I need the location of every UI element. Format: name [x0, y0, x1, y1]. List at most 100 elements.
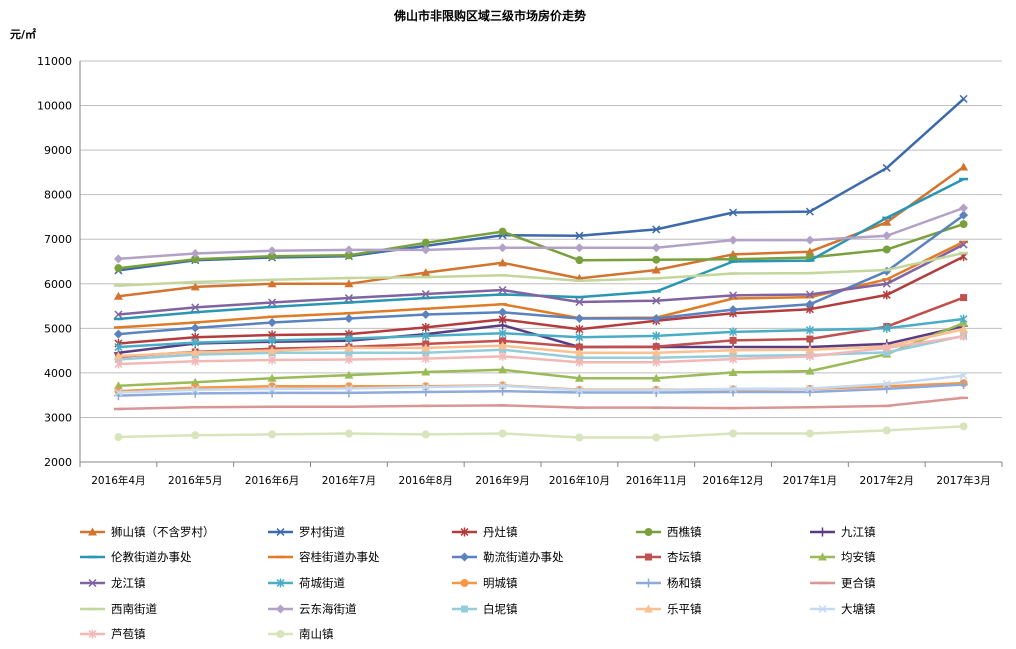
data-point-diamond: [113, 254, 123, 264]
data-point-plus: [882, 384, 892, 394]
data-point-diamond: [344, 245, 354, 255]
series-lines: [113, 94, 969, 442]
data-point-triangle: [728, 345, 738, 354]
legend-label: 大塘镇: [841, 602, 876, 616]
data-point-x: [114, 310, 123, 319]
series-line: [118, 243, 965, 316]
data-point-x: [959, 371, 968, 380]
data-point-plus: [498, 320, 508, 330]
series-line: [118, 206, 965, 261]
data-point-triangle: [498, 341, 508, 350]
data-point-x: [421, 289, 430, 299]
data-point-x: [344, 294, 353, 303]
y-tick-label: 5000: [44, 322, 72, 335]
legend-item: 狮山镇（不含罗村）: [80, 525, 215, 539]
data-point-x: [88, 578, 97, 588]
legend-item: 西樵镇: [636, 525, 702, 539]
data-point-x: [421, 383, 430, 392]
legend-item: 云东海街道: [268, 602, 357, 616]
data-point-square: [652, 343, 660, 351]
series-line: [118, 165, 965, 298]
series-line: [118, 240, 965, 329]
data-point-square: [499, 337, 507, 345]
legend-item: 乐平镇: [636, 602, 702, 616]
series-16: [113, 203, 969, 264]
data-point-x: [575, 386, 584, 395]
data-point-triangle: [88, 527, 97, 536]
legend-item: 杨和镇: [636, 576, 702, 590]
data-point-triangle: [574, 348, 584, 357]
data-point-triangle: [267, 346, 277, 355]
gridlines: [80, 60, 1002, 463]
data-point-circle: [575, 433, 584, 442]
legend-item: 龙江镇: [80, 576, 146, 590]
legend-item: 杏坛镇: [636, 550, 702, 564]
data-point-x: [268, 384, 277, 393]
legend-item: 勒流街道办事处: [452, 550, 564, 564]
data-point-diamond: [728, 305, 738, 315]
series-line: [118, 214, 965, 336]
data-point-x: [652, 296, 661, 305]
data-point-plus: [498, 386, 508, 396]
data-point-x: [575, 231, 584, 240]
data-point-square: [806, 335, 814, 343]
data-point-square: [729, 336, 737, 344]
data-point-star: [805, 351, 814, 361]
data-point-diamond: [498, 307, 508, 317]
y-tick-label: 2000: [44, 456, 72, 469]
data-point-diamond: [276, 604, 285, 614]
legend-item: 明城镇: [452, 576, 518, 590]
legend-label: 勒流街道办事处: [483, 550, 564, 564]
data-point-x: [268, 298, 277, 307]
data-point-star: [498, 351, 507, 361]
legend-item: 罗村街道: [268, 525, 345, 539]
data-point-circle: [344, 251, 353, 260]
data-point-diamond: [344, 314, 354, 324]
data-point-square: [960, 294, 968, 302]
data-point-x: [882, 163, 891, 172]
data-point-diamond: [113, 329, 123, 339]
data-point-circle: [652, 433, 661, 442]
data-point-triangle: [344, 343, 354, 352]
data-point-triangle: [344, 370, 354, 379]
data-point-plus: [959, 379, 969, 389]
chart-title: 佛山市非限购区域三级市场房价走势: [393, 8, 586, 23]
data-point-star: [344, 355, 353, 365]
data-point-x: [344, 384, 353, 393]
x-tick-label: 2016年7月: [322, 474, 376, 487]
data-point-x: [959, 94, 968, 103]
data-point-star: [460, 527, 469, 537]
y-tick-label: 11000: [37, 55, 72, 68]
series-line: [118, 321, 965, 388]
series-20: [114, 331, 968, 369]
legend-item: 西南街道: [80, 602, 157, 616]
legend-label: 杨和镇: [667, 576, 702, 590]
data-point-star: [268, 355, 277, 365]
data-point-diamond: [421, 310, 431, 320]
data-point-circle: [276, 630, 285, 638]
data-point-circle: [959, 422, 968, 431]
data-point-triangle: [805, 366, 815, 375]
data-point-triangle: [959, 162, 969, 171]
data-point-diamond: [574, 243, 584, 253]
data-point-diamond: [959, 210, 969, 220]
data-point-circle: [191, 431, 200, 440]
legend-item: 芦苞镇: [80, 627, 146, 641]
series-line: [118, 396, 964, 411]
legend-item: 白坭镇: [452, 602, 518, 616]
x-tick-label: 2017年2月: [860, 474, 914, 487]
data-point-diamond: [460, 552, 469, 562]
data-point-triangle: [574, 373, 584, 382]
data-point-circle: [268, 252, 277, 261]
data-point-circle: [959, 220, 968, 229]
legend-item: 荷城街道: [268, 576, 345, 590]
x-tick-label: 2016年4月: [91, 474, 145, 487]
series-3: [114, 220, 968, 273]
data-point-star: [575, 357, 584, 367]
data-point-triangle: [651, 348, 661, 357]
legend-item: 南山镇: [268, 627, 334, 641]
data-point-triangle: [498, 365, 508, 374]
legend-item: 伦教街道办事处: [80, 550, 192, 564]
series-line: [118, 255, 965, 345]
x-tick-label: 2017年1月: [783, 474, 837, 487]
